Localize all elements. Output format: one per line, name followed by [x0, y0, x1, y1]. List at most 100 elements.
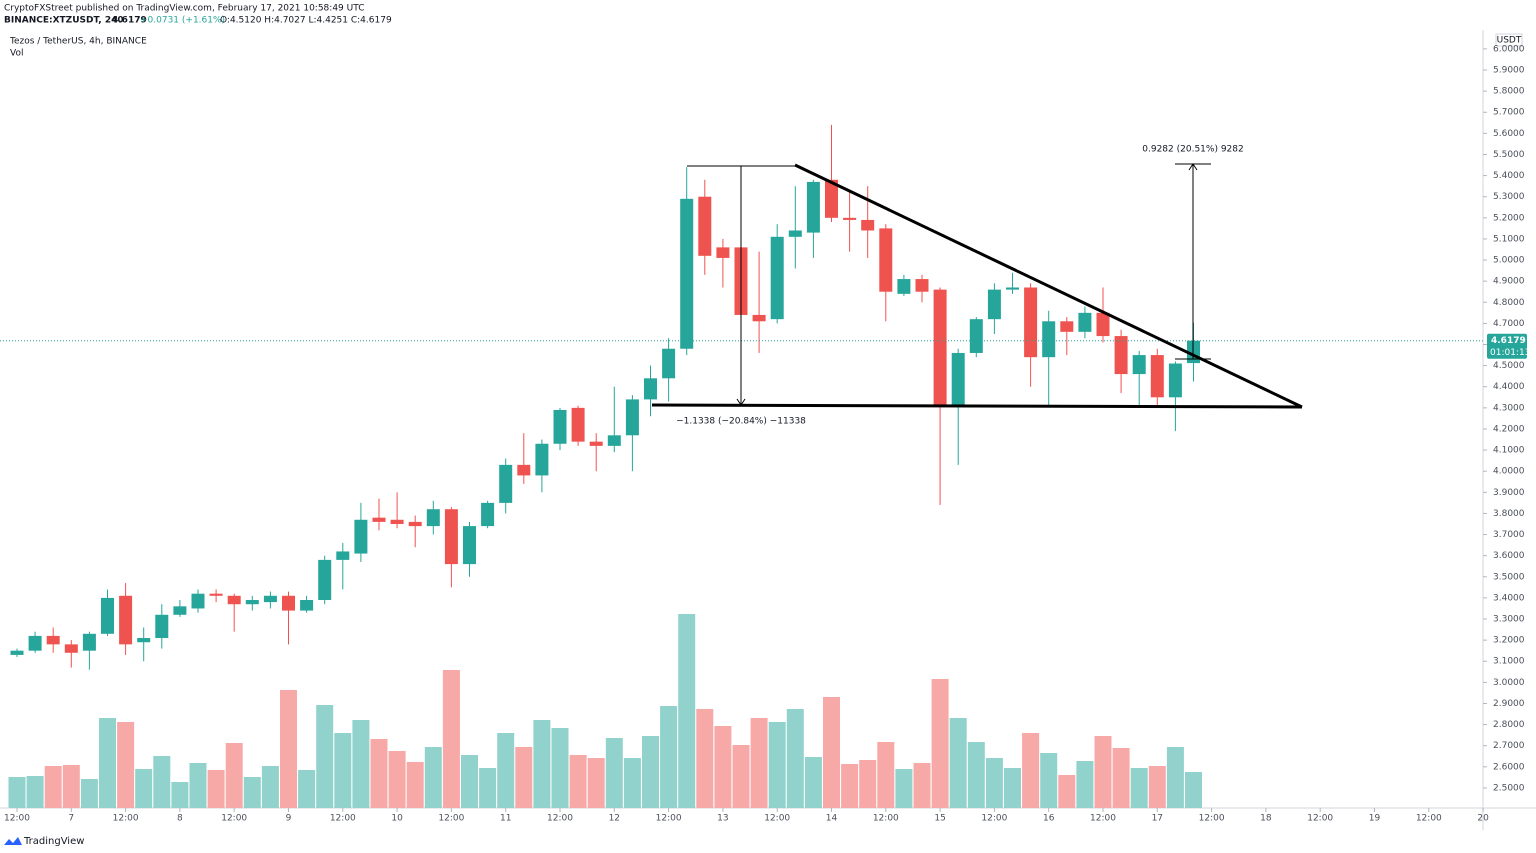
- candle-body: [662, 348, 676, 379]
- y-tick-label: 5.9000: [1493, 66, 1525, 76]
- volume-bar: [642, 736, 659, 808]
- volume-bar: [442, 670, 460, 808]
- candle-body: [1078, 312, 1092, 332]
- volume-bar: [316, 705, 334, 808]
- volume-bar: [406, 762, 424, 808]
- support-line: [651, 403, 1303, 409]
- candle-body: [897, 279, 911, 294]
- candle-body: [969, 319, 983, 353]
- candle-body: [987, 289, 1001, 320]
- volume-bar: [967, 742, 985, 808]
- volume-bar: [243, 777, 261, 808]
- y-tick-label: 4.0000: [1493, 467, 1525, 477]
- measure-arrow: [736, 398, 746, 406]
- volume-bar: [750, 718, 768, 808]
- volume-bar: [8, 777, 26, 808]
- candle-body: [499, 464, 513, 503]
- y-tick-label: 6.0000: [1493, 44, 1525, 54]
- candle-body: [806, 181, 820, 233]
- candle-body: [119, 595, 133, 645]
- volume-bar: [62, 765, 80, 808]
- x-tick-label: 12:00: [1416, 814, 1442, 824]
- candle-body: [933, 289, 947, 406]
- y-tick-label: 5.4000: [1493, 171, 1525, 181]
- volume-bar: [171, 782, 189, 808]
- candle-body: [354, 519, 368, 554]
- y-tick-label: 2.7000: [1493, 741, 1525, 751]
- volume-bar: [877, 742, 895, 808]
- volume-bar: [117, 722, 135, 808]
- y-tick-label: 5.7000: [1493, 108, 1525, 118]
- volume-bar: [424, 747, 442, 808]
- candle-body: [915, 279, 929, 292]
- x-tick-label: 12:00: [764, 814, 790, 824]
- measure-arrow: [1188, 163, 1198, 171]
- volume-bar: [660, 706, 678, 808]
- candle-body: [64, 644, 78, 653]
- x-tick-label: 12:00: [113, 814, 139, 824]
- volume-bar: [913, 763, 931, 808]
- y-tick-label: 3.7000: [1493, 530, 1525, 540]
- volume-bar: [461, 755, 478, 808]
- candle-body: [553, 409, 567, 444]
- y-tick-label: 3.9000: [1493, 488, 1525, 498]
- volume-bar: [678, 614, 696, 808]
- y-tick-label: 4.9000: [1493, 277, 1525, 287]
- x-tick-label: 10: [391, 814, 403, 824]
- x-tick-label: 12:00: [656, 814, 682, 824]
- candle-body: [101, 597, 114, 634]
- candle-body: [300, 600, 314, 611]
- candle-body: [825, 179, 838, 218]
- candle-body: [1168, 363, 1182, 398]
- candle-body: [227, 595, 241, 605]
- x-tick-label: 20: [1477, 814, 1489, 824]
- candle-body: [535, 443, 549, 476]
- volume-bar: [985, 758, 1003, 808]
- x-tick-label: 19: [1369, 814, 1381, 824]
- candle-body: [1150, 355, 1164, 398]
- candle-body: [1132, 355, 1146, 375]
- candle-body: [336, 551, 350, 560]
- candle-body: [444, 509, 458, 565]
- volume-bar: [352, 720, 370, 808]
- last-price-tag: [1487, 333, 1527, 359]
- volume-bar: [99, 718, 116, 808]
- candle-body: [46, 635, 60, 645]
- volume-bar: [551, 728, 569, 808]
- volume-bar: [587, 758, 605, 808]
- candle-body: [589, 441, 603, 446]
- candle-body: [426, 509, 440, 527]
- candle-body: [481, 502, 495, 527]
- y-tick-label: 3.3000: [1493, 615, 1525, 625]
- candle-body: [752, 314, 766, 322]
- volume-bar: [370, 739, 388, 808]
- candle-body: [209, 593, 223, 596]
- volume-bar: [533, 720, 551, 808]
- volume-bar: [479, 768, 497, 808]
- volume-bar: [931, 679, 949, 808]
- candle-body: [843, 217, 857, 220]
- x-tick-label: 12:00: [1199, 814, 1225, 824]
- x-tick-label: 15: [934, 814, 945, 824]
- logo-icon: [4, 837, 22, 845]
- last-price-label: 4.6179: [1491, 336, 1526, 346]
- x-tick-label: 18: [1260, 814, 1272, 824]
- y-tick-label: 5.2000: [1493, 213, 1525, 223]
- x-tick-label: 12:00: [4, 814, 30, 824]
- volume-bar: [189, 763, 207, 808]
- currency-box[interactable]: [1495, 33, 1523, 47]
- candle-body: [788, 230, 802, 237]
- countdown: 01:01:13: [1490, 348, 1530, 358]
- volume-bar: [732, 745, 750, 808]
- candle-body: [173, 606, 187, 615]
- candle-body: [716, 247, 730, 258]
- x-tick-label: 7: [68, 814, 74, 824]
- y-tick-label: 3.6000: [1493, 551, 1525, 561]
- volume-pane: [8, 614, 1202, 808]
- volume-bar: [44, 766, 62, 808]
- symbol: BINANCE:XTZUSDT, 240: [4, 16, 124, 26]
- x-tick-label: 16: [1043, 814, 1055, 824]
- volume-bar: [1076, 761, 1094, 808]
- volume-bar: [1040, 753, 1058, 808]
- trendline: [794, 163, 1303, 409]
